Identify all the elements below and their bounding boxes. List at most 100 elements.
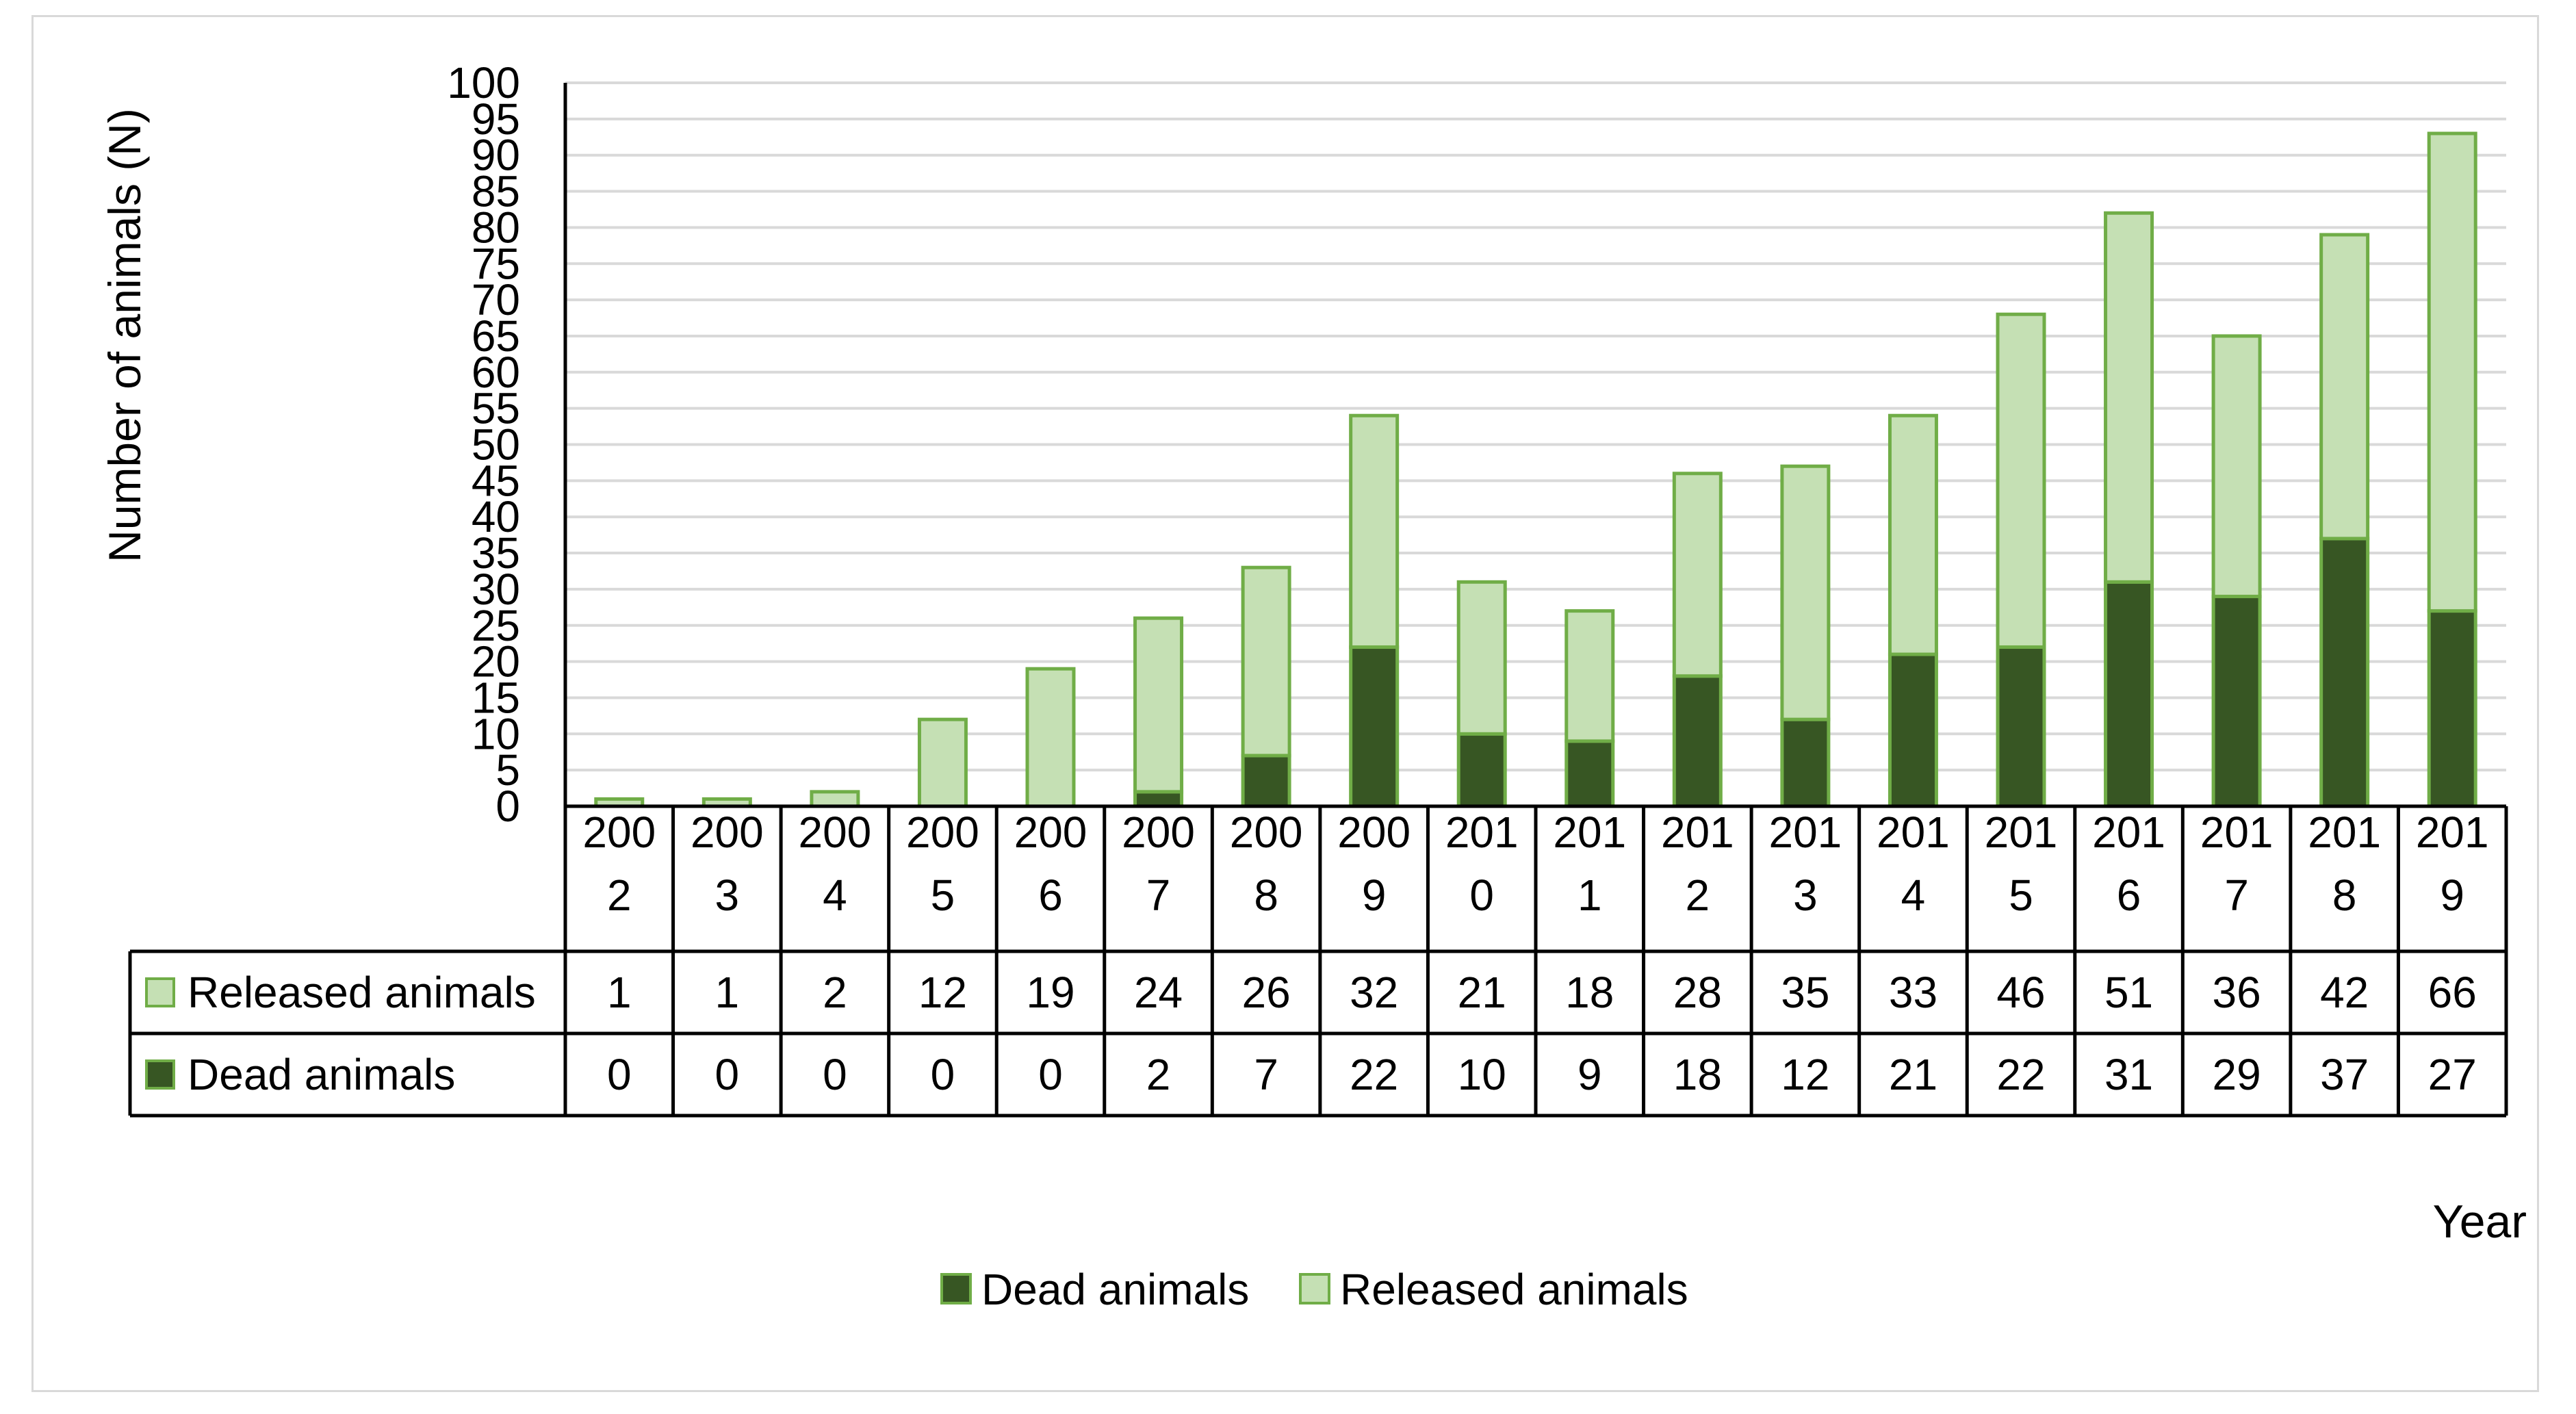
y-tick-label: 5 <box>495 745 520 795</box>
bar-dead-animals <box>1241 754 1291 808</box>
table-cell-value: 22 <box>1996 1050 2045 1099</box>
table-cell-value: 1 <box>607 968 632 1017</box>
bar-released-animals <box>1025 667 1076 808</box>
x-tick-label: 7 <box>2224 871 2249 920</box>
x-tick-label: 201 <box>2092 808 2165 857</box>
legend-label: Dead animals <box>981 1265 1249 1314</box>
table-cell-value: 66 <box>2428 968 2477 1017</box>
x-tick-label: 200 <box>798 808 871 857</box>
table-cell-value: 31 <box>2104 1050 2153 1099</box>
table-cell-value: 7 <box>1254 1050 1278 1099</box>
x-tick-label: 200 <box>582 808 656 857</box>
bar-dead-animals <box>2427 609 2477 808</box>
y-tick-label: 10 <box>472 709 520 758</box>
bar-dead-animals <box>1780 717 1831 808</box>
legend-swatch <box>1299 1273 1330 1304</box>
y-tick-label: 45 <box>472 456 520 505</box>
x-tick-label: 4 <box>823 871 847 920</box>
x-tick-label: 6 <box>1038 871 1063 920</box>
y-tick-label: 75 <box>472 239 520 288</box>
table-cell-value: 42 <box>2320 968 2369 1017</box>
x-tick-label: 0 <box>1469 871 1494 920</box>
bar-dead-animals <box>1888 652 1938 808</box>
y-tick-label: 20 <box>472 637 520 686</box>
bar-released-animals <box>1996 312 2046 649</box>
table-legend-swatch <box>145 977 175 1007</box>
table-cell-value: 29 <box>2213 1050 2261 1099</box>
table-cell-value: 35 <box>1781 968 1829 1017</box>
x-tick-label: 4 <box>1901 871 1926 920</box>
y-axis-label: Number of animals (N) <box>99 108 150 563</box>
legend-label: Released animals <box>1340 1265 1688 1314</box>
x-tick-label: 200 <box>1014 808 1087 857</box>
x-tick-label: 6 <box>2117 871 2141 920</box>
bar-released-animals <box>1241 565 1291 758</box>
x-tick-label: 7 <box>1146 871 1171 920</box>
bar-released-animals <box>917 717 968 808</box>
table-cell-value: 0 <box>1038 1050 1063 1099</box>
table-cell-value: 46 <box>1996 968 2045 1017</box>
x-tick-label: 201 <box>2308 808 2381 857</box>
table-cell-value: 51 <box>2104 968 2153 1017</box>
table-cell-value: 24 <box>1134 968 1183 1017</box>
bar-released-animals <box>1780 464 1831 721</box>
x-tick-label: 3 <box>1793 871 1818 920</box>
legend: Dead animals Released animals <box>940 1265 1688 1314</box>
x-tick-label: 201 <box>1768 808 1842 857</box>
x-tick-label: 200 <box>1230 808 1303 857</box>
bar-released-animals <box>1133 616 1184 794</box>
bar-dead-animals <box>1996 645 2046 808</box>
bar-released-animals <box>2319 233 2370 541</box>
y-tick-label: 85 <box>472 167 520 216</box>
bar-dead-animals <box>2319 537 2370 808</box>
x-tick-label: 200 <box>1337 808 1411 857</box>
x-tick-label: 201 <box>1877 808 1950 857</box>
table-row-label: Released animals <box>188 968 536 1017</box>
x-tick-label: 5 <box>2009 871 2033 920</box>
table-cell-value: 2 <box>1146 1050 1171 1099</box>
table-cell-value: 22 <box>1350 1050 1398 1099</box>
x-tick-label: 201 <box>2416 808 2489 857</box>
table-row-label: Dead animals <box>188 1050 455 1099</box>
x-tick-label: 200 <box>691 808 764 857</box>
bar-dead-animals <box>1349 645 1400 808</box>
y-tick-label: 100 <box>447 58 520 107</box>
x-tick-label: 2 <box>607 871 632 920</box>
table-cell-value: 21 <box>1458 968 1506 1017</box>
y-tick-label: 40 <box>472 492 520 541</box>
table-cell-value: 0 <box>715 1050 740 1099</box>
bar-released-animals <box>1672 472 1723 678</box>
x-tick-label: 200 <box>1122 808 1195 857</box>
y-tick-label: 95 <box>472 94 520 144</box>
x-tick-label: 201 <box>2200 808 2274 857</box>
y-axis-ticks: 0510152025303540455055606570758085909510… <box>447 58 520 831</box>
x-tick-label: 201 <box>1985 808 2058 857</box>
x-tick-label: 1 <box>1577 871 1602 920</box>
x-tick-label: 9 <box>2440 871 2464 920</box>
table-cell-value: 0 <box>931 1050 955 1099</box>
legend-swatch <box>940 1273 972 1304</box>
table-cell-value: 19 <box>1026 968 1074 1017</box>
y-tick-label: 30 <box>472 565 520 614</box>
table-cell-value: 32 <box>1350 968 1398 1017</box>
x-tick-label: 200 <box>906 808 979 857</box>
bar-released-animals <box>1349 413 1400 649</box>
bar-released-animals <box>1888 413 1938 656</box>
bar-dead-animals <box>1564 739 1615 808</box>
x-tick-label: 3 <box>715 871 740 920</box>
table-cell-value: 28 <box>1673 968 1722 1017</box>
bar-dead-animals <box>2104 580 2154 808</box>
x-tick-label: 201 <box>1445 808 1519 857</box>
x-tick-label: 2 <box>1686 871 1710 920</box>
x-tick-label: 9 <box>1362 871 1387 920</box>
bar-released-animals <box>2427 131 2477 613</box>
table-cell-value: 21 <box>1889 1050 1937 1099</box>
table-cell-value: 37 <box>2320 1050 2369 1099</box>
table-cell-value: 36 <box>2213 968 2261 1017</box>
y-tick-label: 55 <box>472 384 520 433</box>
table-legend-swatch <box>145 1059 175 1090</box>
x-tick-label: 201 <box>1553 808 1626 857</box>
y-tick-label: 90 <box>472 131 520 180</box>
bar-released-animals <box>810 790 860 808</box>
table-cell-value: 18 <box>1565 968 1614 1017</box>
